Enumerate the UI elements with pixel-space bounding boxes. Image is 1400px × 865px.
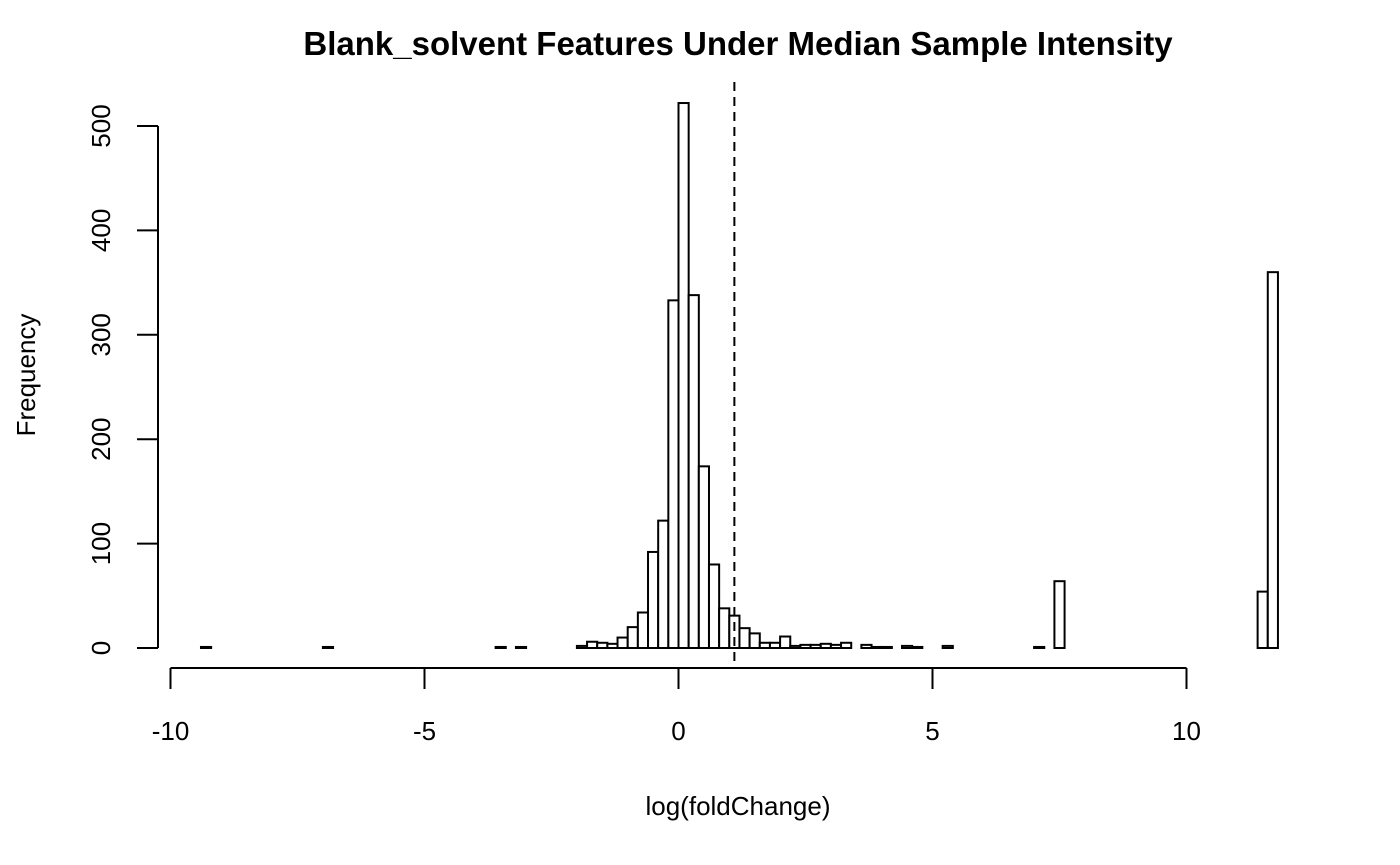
histogram-bar: [911, 645, 924, 650]
histogram-bar: [647, 550, 660, 650]
histogram-bar: [596, 641, 609, 650]
histogram-bar: [199, 645, 213, 650]
x-tick-label: -5: [413, 716, 436, 746]
histogram-bar: [1256, 590, 1269, 649]
histogram-bar: [779, 635, 792, 650]
histogram-bar: [941, 644, 954, 649]
histogram-bar: [718, 607, 731, 650]
y-tick-label: 400: [86, 209, 116, 252]
histogram-bar: [799, 643, 812, 649]
y-tick-label: 100: [86, 522, 116, 565]
histogram-bar: [616, 636, 629, 649]
histogram-bar: [586, 640, 599, 649]
histogram-bar: [860, 643, 873, 649]
histogram-bar: [758, 641, 771, 650]
histogram-bar: [1033, 645, 1046, 650]
histogram-bar: [829, 643, 843, 649]
histogram-bar: [840, 641, 853, 650]
y-tick-label: 300: [86, 313, 116, 356]
histogram-bar: [748, 632, 761, 650]
histogram-bar: [657, 519, 670, 650]
histogram-bar: [809, 643, 822, 649]
histogram-bar: [738, 627, 751, 649]
x-tick-label: 10: [1172, 716, 1201, 746]
chart-title: Blank_solvent Features Under Median Samp…: [303, 25, 1173, 62]
x-axis: -10 -5 0 5 10: [152, 667, 1201, 746]
histogram-bar: [636, 611, 650, 649]
histogram-bar: [494, 645, 507, 650]
histogram-bar: [1266, 271, 1279, 649]
histogram-bar: [901, 644, 914, 649]
histogram-bar: [707, 563, 721, 649]
x-tick-label: 0: [671, 716, 685, 746]
y-axis-label: Frequency: [11, 314, 41, 437]
histogram-bar: [880, 645, 893, 650]
histogram-bar: [819, 642, 832, 650]
histogram-bar: [870, 645, 883, 650]
histogram-bar: [626, 626, 639, 649]
histogram-bar: [768, 641, 782, 650]
histogram-bar: [1053, 580, 1066, 649]
y-tick-label: 200: [86, 418, 116, 461]
x-tick-label: -10: [152, 716, 190, 746]
histogram-bar: [677, 102, 690, 649]
x-axis-label: log(foldChange): [645, 791, 830, 821]
bars-group: [199, 102, 1279, 650]
histogram-bar: [697, 465, 710, 649]
y-tick-label: 500: [86, 104, 116, 147]
y-tick-label: 0: [86, 641, 116, 655]
histogram-bar: [667, 299, 680, 649]
histogram-bar: [606, 642, 619, 650]
x-tick-label: 5: [925, 716, 939, 746]
histogram-bar: [789, 644, 802, 649]
y-axis: 0 100 200 300 400 500: [86, 104, 159, 655]
histogram-bar: [321, 645, 335, 650]
histogram-bar: [687, 294, 700, 649]
histogram-bar: [575, 644, 589, 649]
histogram-bar: [514, 645, 528, 650]
